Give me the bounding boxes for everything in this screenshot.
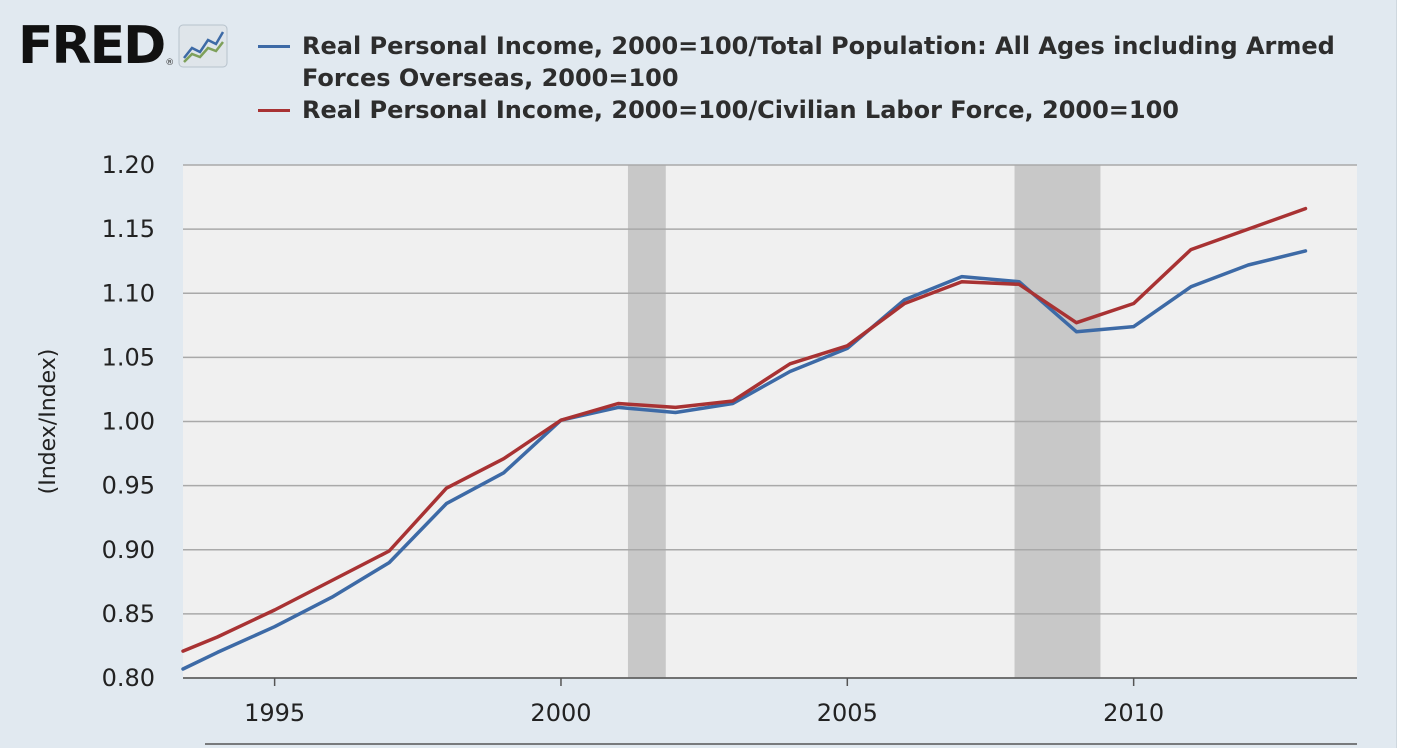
fred-chart-icon [178,24,228,68]
fred-logo: FRED ® [18,20,228,72]
legend-label-series2: Real Personal Income, 2000=100/Civilian … [302,96,1180,124]
y-tick-label-3: 0.95 [102,472,155,500]
legend-item-series2: Real Personal Income, 2000=100/Civilian … [258,94,1402,126]
legend-swatch-series2 [258,109,290,112]
legend-label-series1: Real Personal Income, 2000=100/Total Pop… [302,32,1335,92]
x-tick-label-3: 2010 [1103,699,1164,727]
y-tick-label-6: 1.10 [102,279,155,307]
y-tick-label-0: 0.80 [102,664,155,692]
legend: Real Personal Income, 2000=100/Total Pop… [258,30,1402,126]
registered-mark: ® [165,58,175,68]
y-axis-title: (Index/Index) [36,349,61,495]
y-tick-label-7: 1.15 [102,215,155,243]
series-line-1 [181,249,1308,671]
series-line-2 [181,206,1308,653]
y-tick-label-5: 1.05 [102,343,155,371]
y-tick-label-4: 1.00 [102,408,155,436]
x-tick-label-0: 1995 [244,699,305,727]
legend-item-series1: Real Personal Income, 2000=100/Total Pop… [258,30,1402,94]
x-tick-label-1: 2000 [530,699,591,727]
fred-logo-text: FRED [18,16,166,76]
y-tick-label-1: 0.85 [102,600,155,628]
y-tick-label-2: 0.90 [102,536,155,564]
x-tick-label-2: 2005 [817,699,878,727]
y-tick-label-8: 1.20 [102,151,155,179]
legend-swatch-series1 [258,45,290,48]
